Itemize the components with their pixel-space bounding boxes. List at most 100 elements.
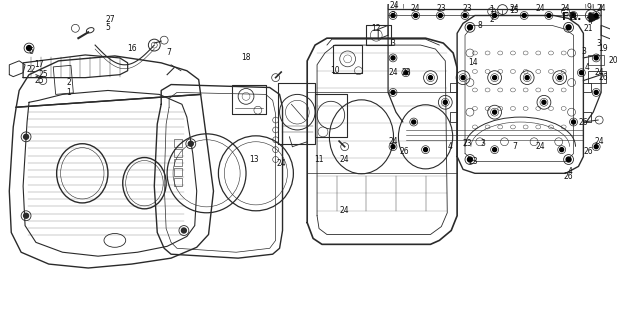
Circle shape bbox=[566, 157, 571, 162]
Circle shape bbox=[439, 13, 442, 18]
Circle shape bbox=[391, 56, 395, 60]
Circle shape bbox=[594, 56, 598, 60]
Text: 24: 24 bbox=[388, 137, 398, 146]
Circle shape bbox=[566, 25, 571, 30]
Circle shape bbox=[547, 13, 551, 18]
Text: 24: 24 bbox=[388, 68, 398, 77]
Text: FR.: FR. bbox=[561, 12, 581, 22]
Text: 3: 3 bbox=[391, 39, 395, 48]
Text: 3: 3 bbox=[391, 11, 395, 20]
Circle shape bbox=[571, 120, 576, 124]
Text: 3: 3 bbox=[480, 139, 485, 148]
Circle shape bbox=[181, 228, 186, 233]
Text: 2: 2 bbox=[66, 78, 71, 87]
Text: 5: 5 bbox=[106, 23, 110, 32]
Text: 23: 23 bbox=[468, 157, 478, 166]
Bar bbox=[174, 149, 182, 156]
Text: 14: 14 bbox=[468, 58, 478, 67]
Text: 23: 23 bbox=[437, 4, 446, 13]
Text: 3: 3 bbox=[581, 46, 586, 55]
Circle shape bbox=[594, 145, 598, 149]
Text: 10: 10 bbox=[330, 66, 339, 75]
Text: 23: 23 bbox=[462, 4, 472, 13]
Text: 24: 24 bbox=[594, 68, 604, 77]
Text: 26: 26 bbox=[579, 117, 588, 126]
Circle shape bbox=[412, 120, 416, 124]
Circle shape bbox=[443, 100, 447, 104]
Circle shape bbox=[27, 45, 31, 51]
Text: 26: 26 bbox=[598, 73, 608, 82]
Circle shape bbox=[461, 76, 465, 80]
Text: 26: 26 bbox=[564, 172, 573, 181]
Text: 21: 21 bbox=[584, 24, 593, 33]
Circle shape bbox=[492, 13, 497, 18]
Circle shape bbox=[571, 13, 576, 18]
Text: 2: 2 bbox=[489, 15, 494, 24]
Text: 24: 24 bbox=[535, 142, 545, 151]
Text: 6: 6 bbox=[28, 46, 33, 55]
Circle shape bbox=[23, 134, 28, 139]
Circle shape bbox=[404, 71, 408, 75]
Text: 24: 24 bbox=[510, 4, 519, 13]
Bar bbox=[174, 158, 182, 166]
Text: 1: 1 bbox=[66, 88, 71, 97]
Circle shape bbox=[414, 13, 418, 18]
Text: 27: 27 bbox=[105, 15, 115, 24]
Text: 24: 24 bbox=[411, 4, 421, 13]
Circle shape bbox=[492, 148, 497, 152]
Circle shape bbox=[525, 76, 529, 80]
Text: 24: 24 bbox=[340, 155, 349, 164]
Bar bbox=[589, 71, 606, 83]
Circle shape bbox=[23, 213, 28, 218]
Text: 4: 4 bbox=[448, 142, 453, 151]
Text: 25: 25 bbox=[34, 76, 44, 85]
Circle shape bbox=[594, 91, 598, 94]
Circle shape bbox=[579, 71, 584, 75]
Text: 19: 19 bbox=[598, 44, 608, 52]
Circle shape bbox=[391, 145, 395, 149]
Text: 24: 24 bbox=[340, 206, 349, 215]
Bar bbox=[174, 178, 182, 186]
Circle shape bbox=[594, 13, 598, 18]
Text: 20: 20 bbox=[608, 56, 617, 65]
Circle shape bbox=[542, 100, 546, 104]
Circle shape bbox=[492, 76, 497, 80]
Bar bbox=[589, 55, 604, 65]
Text: 23: 23 bbox=[462, 139, 472, 148]
Circle shape bbox=[424, 148, 428, 152]
Circle shape bbox=[522, 13, 526, 18]
Text: 24: 24 bbox=[389, 1, 399, 10]
Text: 18: 18 bbox=[241, 53, 251, 62]
Text: 3: 3 bbox=[597, 39, 602, 48]
Text: 24: 24 bbox=[535, 4, 545, 13]
Text: 7: 7 bbox=[512, 142, 517, 151]
Circle shape bbox=[429, 76, 433, 80]
Text: 24: 24 bbox=[596, 4, 606, 13]
Circle shape bbox=[391, 91, 395, 94]
Text: 22: 22 bbox=[27, 65, 36, 74]
Text: 9: 9 bbox=[587, 3, 592, 12]
Text: 4: 4 bbox=[568, 167, 573, 176]
Text: 24: 24 bbox=[594, 137, 604, 146]
Bar bbox=[174, 139, 182, 147]
Text: 7: 7 bbox=[167, 48, 172, 58]
Text: 1: 1 bbox=[489, 5, 494, 14]
Text: 25: 25 bbox=[38, 70, 48, 79]
Text: 17: 17 bbox=[34, 60, 44, 69]
Text: 12: 12 bbox=[371, 24, 381, 33]
Circle shape bbox=[188, 141, 193, 146]
Text: 24: 24 bbox=[561, 4, 571, 13]
Text: 26: 26 bbox=[399, 147, 408, 156]
Text: 23: 23 bbox=[401, 68, 411, 77]
Text: 24: 24 bbox=[277, 159, 286, 168]
Circle shape bbox=[560, 148, 564, 152]
Text: 8: 8 bbox=[478, 21, 482, 30]
Circle shape bbox=[492, 110, 497, 114]
Text: 26: 26 bbox=[584, 147, 593, 156]
Text: 13: 13 bbox=[249, 155, 259, 164]
Bar bbox=[174, 168, 182, 176]
Text: 4: 4 bbox=[585, 63, 590, 72]
Circle shape bbox=[558, 76, 561, 80]
Text: 15: 15 bbox=[510, 6, 519, 15]
Text: 16: 16 bbox=[127, 44, 136, 52]
